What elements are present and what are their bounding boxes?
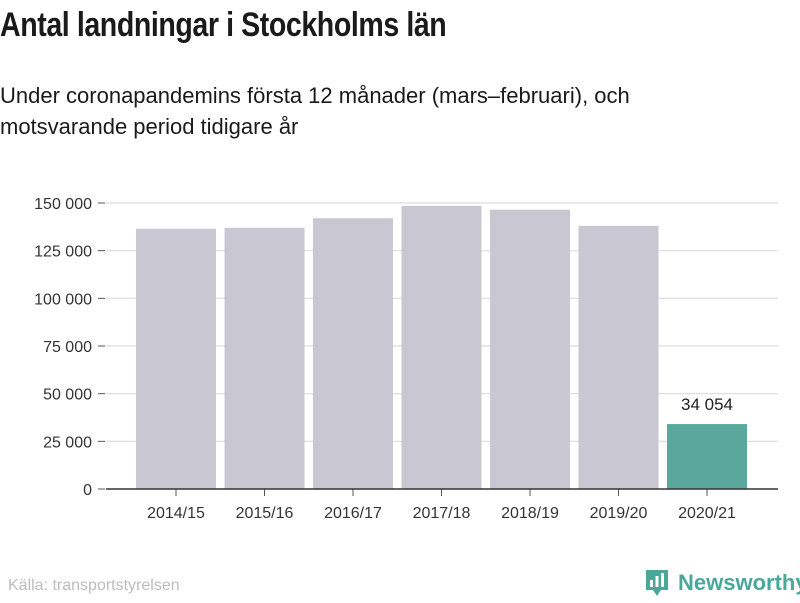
bar-2015-16[interactable] [224,227,305,489]
y-tick-label: 25 000 [43,434,92,451]
source-note: Källa: transportstyrelsen [8,577,180,594]
bar-2020-21[interactable] [667,424,747,489]
bars [136,205,747,490]
y-tick-label: 50 000 [43,387,92,404]
x-tick-label: 2017/18 [413,505,471,522]
x-tick-label: 2019/20 [590,505,648,522]
bar-2014-15[interactable] [136,228,216,490]
newsworthy-logo-icon [644,568,670,598]
y-tick-label: 150 000 [34,196,92,213]
y-tick-label: 125 000 [34,244,92,261]
x-tick-label: 2016/17 [324,505,382,522]
bar-2016-17[interactable] [313,218,393,489]
labels: 0 25 000 50 000 75 000 100 000 125 000 150 000… [34,196,736,522]
chart-title: Antal landningar i Stockholms län [0,6,447,44]
brand-logo[interactable]: Newsworthy [644,568,800,598]
x-tick-label: 2014/15 [147,505,205,522]
axes [98,202,778,496]
bar-2019-20[interactable] [578,225,659,489]
y-tick-label: 100 000 [34,291,92,308]
x-tick-label: 2020/21 [678,505,736,522]
x-tick-label: 2015/16 [236,505,294,522]
bar-2017-18[interactable] [401,205,482,490]
y-tick-label: 75 000 [43,339,92,356]
y-tick-label: 0 [83,482,92,499]
data-label: 34 054 [681,395,733,414]
x-tick-label: 2018/19 [501,505,559,522]
brand-name: Newsworthy [678,570,800,595]
chart-subtitle: Under coronapandemins första 12 månader … [0,83,630,139]
bar-2018-19[interactable] [490,209,570,489]
